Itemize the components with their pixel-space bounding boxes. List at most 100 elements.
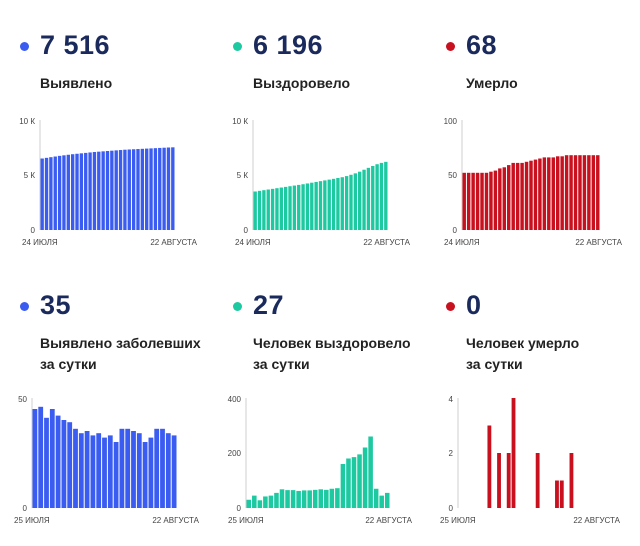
- bar: [587, 155, 591, 230]
- y-tick-label: 0: [237, 504, 242, 513]
- bar: [266, 189, 270, 230]
- bar: [165, 433, 171, 508]
- bar: [148, 437, 154, 508]
- bar: [70, 154, 75, 230]
- bar: [569, 453, 574, 508]
- bar: [270, 188, 275, 230]
- bar: [257, 500, 263, 508]
- cases-total-label-line: Выявлено: [40, 75, 113, 91]
- bar: [484, 172, 489, 230]
- bar: [555, 156, 560, 230]
- bar: [301, 184, 305, 230]
- bar: [529, 160, 533, 230]
- bar: [136, 433, 142, 508]
- deaths-daily-label-line: Человек умерло: [466, 335, 580, 351]
- bar: [292, 185, 297, 230]
- x-start-label: 25 ИЮЛЯ: [440, 516, 476, 525]
- deaths-daily-chart: 4 2 0 25 ИЮЛЯ 22 АВГУСТА: [440, 395, 621, 525]
- bar: [582, 155, 587, 230]
- y-tick-label: 10 К: [232, 117, 248, 126]
- y-tick-label: 0: [453, 226, 458, 235]
- bar: [136, 149, 140, 230]
- y-tick-label: 50: [448, 171, 457, 180]
- x-end-label: 22 АВГУСТА: [363, 238, 410, 247]
- bar: [564, 155, 569, 230]
- recovered-total-chart: 10 К 5 К 0 24 ИЮЛЯ 22 АВГУСТА: [232, 117, 410, 247]
- bar: [547, 157, 551, 230]
- bar: [515, 162, 520, 230]
- bar: [283, 186, 288, 230]
- bar: [40, 158, 44, 230]
- bar: [573, 155, 578, 230]
- bar: [78, 433, 84, 508]
- bar: [379, 162, 384, 230]
- x-start-label: 25 ИЮЛЯ: [228, 516, 264, 525]
- bar: [379, 495, 384, 508]
- bar: [92, 152, 97, 230]
- bar: [84, 431, 90, 508]
- y-tick-label: 0: [244, 226, 249, 235]
- bar: [340, 177, 344, 230]
- bar: [296, 490, 301, 508]
- bar: [131, 431, 136, 508]
- bar: [336, 177, 340, 230]
- bar: [96, 433, 102, 508]
- bar: [44, 157, 49, 230]
- bar: [123, 149, 127, 230]
- bar: [366, 167, 371, 230]
- bar: [466, 172, 471, 230]
- bar: [507, 165, 511, 230]
- bar: [305, 183, 310, 230]
- bar: [114, 150, 118, 230]
- bar: [49, 157, 53, 230]
- bar: [145, 148, 149, 230]
- bar: [329, 488, 335, 508]
- deaths-total-dot-icon: [446, 42, 455, 51]
- bar: [362, 169, 366, 230]
- x-end-label: 22 АВГУСТА: [365, 516, 412, 525]
- bar: [66, 154, 70, 230]
- x-end-label: 22 АВГУСТА: [573, 516, 620, 525]
- cases-daily-dot-icon: [20, 302, 29, 311]
- bar: [318, 181, 323, 230]
- bar: [318, 489, 324, 508]
- bar: [351, 457, 357, 508]
- y-tick-label: 200: [228, 449, 242, 458]
- bar: [578, 155, 582, 230]
- bar: [288, 186, 292, 230]
- bar: [102, 437, 107, 508]
- bar: [357, 454, 362, 508]
- bar: [480, 172, 484, 230]
- bar: [542, 157, 547, 230]
- bar: [279, 187, 283, 230]
- bar: [125, 428, 131, 508]
- bar: [75, 153, 79, 230]
- bar: [107, 435, 113, 508]
- x-start-label: 24 ИЮЛЯ: [235, 238, 271, 247]
- bar: [62, 155, 66, 230]
- bar: [262, 190, 266, 230]
- x-end-label: 22 АВГУСТА: [150, 238, 197, 247]
- bar: [323, 180, 327, 230]
- deaths-daily-label-line: за сутки: [466, 356, 523, 372]
- bar: [497, 453, 501, 508]
- bar: [344, 176, 349, 230]
- bar: [331, 178, 336, 230]
- bar: [113, 442, 119, 508]
- bar: [349, 174, 353, 230]
- cases-daily-chart: 50 0 25 ИЮЛЯ 22 АВГУСТА: [14, 395, 200, 525]
- bar: [246, 499, 252, 508]
- bar: [384, 492, 390, 508]
- bar: [253, 191, 257, 230]
- bar: [346, 458, 351, 508]
- y-tick-label: 50: [18, 395, 27, 404]
- y-tick-label: 5 К: [24, 171, 36, 180]
- bar: [118, 150, 123, 230]
- bar: [506, 453, 511, 508]
- y-tick-label: 100: [444, 117, 458, 126]
- x-start-label: 24 ИЮЛЯ: [22, 238, 58, 247]
- recovered-daily-label-line: за сутки: [253, 356, 310, 372]
- bar: [44, 417, 49, 508]
- bar: [297, 184, 301, 230]
- bar: [471, 172, 475, 230]
